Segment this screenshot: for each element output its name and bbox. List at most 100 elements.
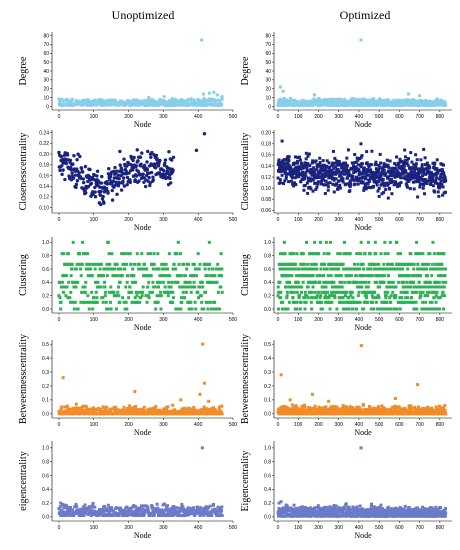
data-point [147, 407, 151, 411]
data-point [349, 274, 353, 278]
data-point [214, 99, 218, 103]
data-point [417, 179, 421, 183]
data-point [372, 184, 376, 188]
data-point [305, 169, 309, 173]
data-point [412, 187, 416, 191]
data-point [124, 285, 128, 289]
data-point [102, 201, 106, 205]
data-point [283, 406, 287, 410]
data-point [60, 97, 64, 101]
data-point [114, 307, 118, 311]
data-point [361, 175, 365, 179]
data-point [83, 408, 87, 412]
data-point [292, 252, 296, 256]
data-point [407, 179, 411, 183]
column-title-unoptimized: Unoptimized [112, 8, 175, 22]
data-point [110, 99, 114, 103]
data-point [421, 167, 425, 171]
data-point [351, 175, 355, 179]
data-point [100, 174, 104, 179]
data-point [368, 267, 372, 271]
data-point [279, 170, 283, 174]
data-point [184, 280, 188, 284]
data-point [427, 164, 431, 168]
data-point [424, 172, 428, 176]
data-point [348, 252, 352, 256]
data-point [291, 168, 295, 172]
data-point [93, 195, 98, 199]
data-point [148, 290, 152, 294]
data-point [417, 285, 421, 289]
data-point [384, 171, 388, 175]
data-point [84, 267, 88, 271]
data-point [89, 181, 94, 186]
data-point [341, 404, 345, 408]
data-point [60, 285, 64, 289]
data-point [166, 267, 170, 271]
y-axis-label: Clustering [18, 254, 29, 296]
data-point [147, 280, 151, 284]
data-point [420, 262, 424, 266]
data-point [149, 155, 153, 159]
data-point [435, 158, 439, 162]
data-point [439, 174, 443, 178]
x-tick-label: 500 [229, 422, 238, 428]
data-point [72, 285, 76, 289]
data-point [324, 179, 328, 183]
data-point [414, 176, 418, 180]
data-point [371, 100, 375, 104]
data-point [307, 176, 311, 180]
data-point [180, 407, 184, 411]
x-tick-label: 400 [194, 114, 203, 120]
data-point [84, 280, 88, 284]
y-tick-label: 0 [46, 104, 49, 110]
data-point [438, 182, 442, 186]
y-tick-label: 1.0 [42, 240, 49, 246]
data-point [353, 153, 357, 157]
x-tick-label: 400 [355, 217, 364, 223]
x-tick-label: 800 [436, 217, 445, 223]
data-point [411, 172, 415, 176]
data-point [107, 290, 111, 294]
data-point [411, 166, 415, 170]
data-point [172, 262, 176, 266]
data-point [422, 267, 426, 271]
data-point [297, 267, 301, 271]
data-point [361, 403, 365, 407]
data-point [437, 280, 441, 284]
data-point [415, 307, 419, 311]
data-point [129, 163, 134, 167]
data-point [397, 171, 401, 175]
data-point [93, 300, 97, 304]
data-point [307, 152, 311, 156]
data-point [119, 188, 124, 192]
data-point [439, 172, 443, 176]
data-point [308, 252, 312, 256]
y-tick-label: 0.8 [42, 253, 49, 259]
data-point [350, 100, 354, 104]
data-point [59, 307, 63, 311]
data-point [319, 406, 323, 410]
data-point [443, 294, 447, 298]
data-point [395, 307, 399, 311]
data-point [418, 296, 422, 300]
data-point [319, 267, 323, 271]
data-point [178, 252, 182, 256]
data-point [214, 267, 218, 271]
data-point [409, 285, 413, 289]
y-tick-label: 30 [265, 78, 271, 84]
data-point [385, 158, 389, 162]
data-point [121, 179, 125, 183]
data-point [220, 412, 224, 416]
data-point [171, 290, 175, 294]
data-point [122, 184, 127, 188]
data-point [91, 406, 95, 410]
data-point [311, 189, 315, 193]
data-point [392, 180, 396, 184]
data-point [289, 167, 293, 171]
data-point [316, 182, 320, 186]
y-tick-label: 10 [43, 95, 49, 101]
data-point [74, 285, 78, 289]
data-point [95, 169, 100, 173]
data-point [340, 290, 344, 294]
